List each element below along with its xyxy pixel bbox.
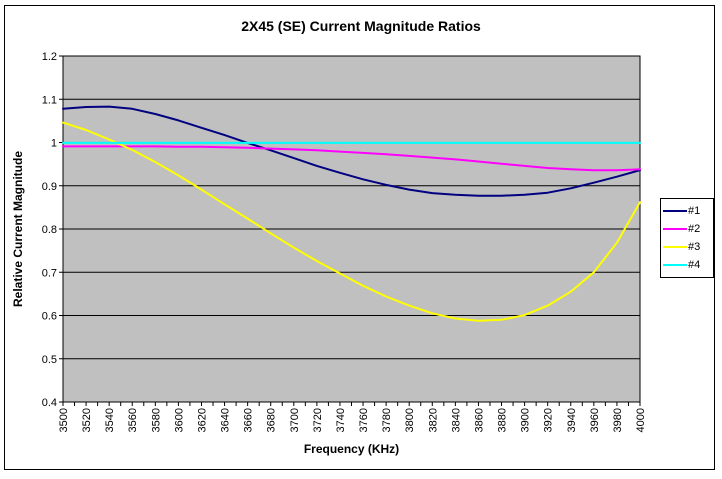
x-axis-title: Frequency (KHz): [303, 442, 400, 456]
x-tick-label: 3540: [104, 408, 116, 432]
series-line-1: [62, 105, 641, 197]
x-tick-label: 3880: [497, 408, 509, 432]
y-tick-label: 0.9: [42, 181, 57, 193]
x-tick-label: 3840: [450, 408, 462, 432]
x-tick-label: 3640: [220, 408, 232, 432]
x-tick-label: 3560: [127, 408, 139, 432]
x-tick-label: 3960: [589, 408, 601, 432]
y-tick-label: 0.7: [42, 267, 57, 279]
legend-label: #3: [688, 240, 701, 253]
legend-label: #4: [688, 258, 701, 271]
x-tick-label: 3760: [358, 408, 370, 432]
legend: #1 #2 #3 #4: [660, 198, 714, 278]
series-3-line-swatch: [663, 246, 687, 248]
chart-title: 2X45 (SE) Current Magnitude Ratios: [241, 18, 481, 34]
x-tick-label: 3660: [243, 408, 255, 432]
legend-item: #2: [663, 221, 711, 237]
x-tick-label: 3700: [289, 408, 301, 432]
y-tick-label: 0.6: [42, 311, 57, 323]
x-tick-label: 3580: [150, 408, 162, 432]
series-2-line-swatch: [663, 228, 687, 230]
x-tick-label: 4000: [635, 408, 647, 432]
x-tick-label: 3860: [473, 408, 485, 432]
legend-item: #3: [663, 239, 711, 255]
legend-label: #1: [688, 204, 701, 217]
legend-item: #4: [663, 257, 711, 273]
series-1-line-swatch: [663, 210, 687, 212]
x-tick-label: 3620: [196, 408, 208, 432]
x-tick-label: 3940: [566, 408, 578, 432]
series-line-3: [62, 121, 641, 322]
x-tick-label: 3520: [81, 408, 93, 432]
legend-label: #2: [688, 222, 701, 235]
x-tick-label: 3900: [520, 408, 532, 432]
y-tick-label: 1.2: [42, 51, 57, 63]
y-tick-label: 0.8: [42, 224, 57, 236]
legend-item: #1: [663, 203, 711, 219]
x-tick-label: 3600: [173, 408, 185, 432]
x-tick-label: 3740: [335, 408, 347, 432]
y-tick-label: 0.4: [42, 397, 57, 409]
y-tick-label: 1.1: [42, 94, 57, 106]
x-tick-label: 3720: [312, 408, 324, 432]
series-line-2: [62, 145, 641, 172]
x-tick-label: 3800: [404, 408, 416, 432]
x-tick-label: 3500: [58, 408, 70, 432]
series-4-line-swatch: [663, 264, 687, 266]
y-tick-label: 0.5: [42, 354, 57, 366]
y-tick-label: 1: [51, 138, 57, 150]
x-tick-label: 3780: [381, 408, 393, 432]
x-tick-label: 3980: [612, 408, 624, 432]
x-tick-label: 3820: [427, 408, 439, 432]
x-tick-label: 3920: [543, 408, 555, 432]
x-tick-label: 3680: [266, 408, 278, 432]
